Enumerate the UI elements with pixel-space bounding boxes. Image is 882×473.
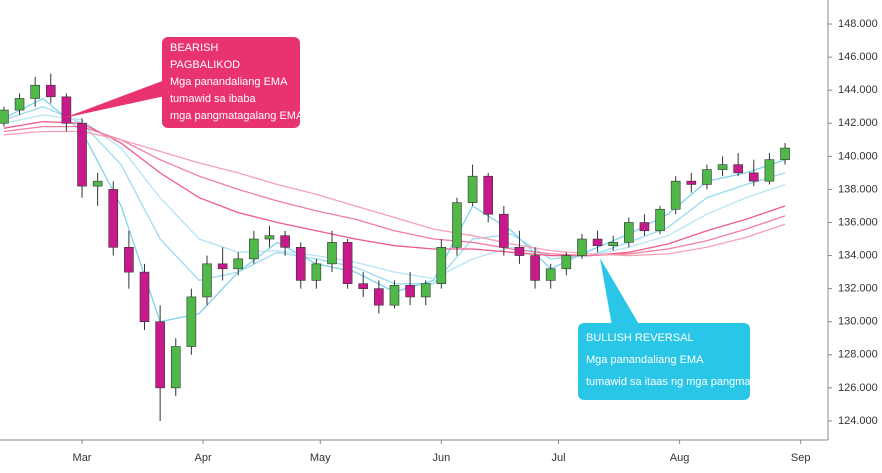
candle-body [14,98,25,111]
candle-body [780,147,790,160]
candle-body [608,242,618,246]
y-tick-label: 130.000 [838,316,878,328]
candle-body [748,172,759,182]
x-tick-label: Jun [432,452,450,464]
bullish-callout: BULLISH REVERSAL Mga panandaliang EMA tuma… [578,258,820,400]
y-tick-label: 134.000 [838,249,878,261]
candle-body [405,285,415,298]
candle-body [655,208,665,232]
candle-body [561,255,572,270]
y-tick-label: 124.000 [838,415,878,427]
candle-body [467,175,478,203]
candle-body [764,159,775,182]
y-tick-label: 142.000 [838,117,878,129]
callout-box [162,37,300,128]
candle-body [108,189,119,248]
x-tick-label: Sep [791,452,811,464]
callout-text: Mga panandaliang EMA [170,76,288,88]
candle-body [514,247,525,256]
candle-body [0,109,9,124]
y-tick-label: 148.000 [838,18,878,30]
y-tick-label: 140.000 [838,150,878,162]
bearish-callout: BEARISH PAGBALIKOD Mga panandaliang EMA tum… [64,37,304,128]
y-tick-label: 146.000 [838,51,878,63]
candle-body [436,247,447,284]
x-tick-label: Jul [551,452,565,464]
candle-body [264,235,275,240]
candle-body [186,296,197,347]
plot [0,73,790,421]
candle-body [327,242,337,265]
candle-body [374,288,384,306]
y-tick-label: 126.000 [838,382,878,394]
ema-line [3,120,786,257]
candle-body [624,222,634,243]
candle-body [717,164,728,170]
candle-body [155,321,165,389]
x-tick-label: Apr [195,452,212,464]
candle-body [483,175,494,215]
candle-body [249,238,259,260]
candle-body [358,283,369,289]
candle-body [545,268,556,281]
candle-body [577,238,587,256]
y-tick-label: 132.000 [838,283,878,295]
candle-body [30,84,40,99]
candle-body [45,84,56,98]
candle-body [499,213,509,248]
candle-body [311,263,322,281]
candle-body [733,164,743,174]
candle-body [530,255,540,281]
x-tick-label: May [310,452,331,464]
candle-body [92,180,103,187]
candle-body [280,235,290,248]
candle-body [170,346,181,389]
candle-body [295,247,306,281]
candle-body [139,271,150,323]
candle-body [124,247,134,273]
candle-body [202,263,212,298]
candle-body [233,258,244,270]
candle-body [639,222,650,232]
ema-line [3,114,786,280]
candle-body [592,238,603,246]
candle-body [61,96,72,124]
candle-body [217,263,228,270]
callout-text: BULLISH REVERSAL [586,332,694,344]
y-tick-label: 138.000 [838,183,878,195]
y-tick-label: 144.000 [838,84,878,96]
ema-line [3,125,786,257]
candle-body [686,180,697,185]
callout-text: Mga panandaliang EMA [586,354,704,366]
callout-text: mga pangmatagalang EMA [170,110,304,122]
candle-body [342,242,353,284]
x-tick-label: Aug [670,452,690,464]
callout-box [578,323,750,400]
ema-line [3,130,786,257]
y-tick-label: 128.000 [838,349,878,361]
callout-text: tumawid sa itaas ng mga pangmatagalang E… [586,376,820,388]
candle-body [77,122,87,187]
callout-text: PAGBALIKOD [170,59,240,71]
callout-text: tumawid sa ibaba [170,93,256,105]
candle-body [389,285,400,306]
candle-body [702,169,712,185]
callout-pointer [64,80,165,118]
candle-body [670,180,681,210]
callout-text: BEARISH [170,42,218,54]
callout-pointer [600,258,640,326]
ema-line [3,106,786,285]
candle-body [452,202,462,248]
candle-body [420,283,431,298]
x-tick-label: Mar [73,452,92,464]
y-tick-label: 136.000 [838,216,878,228]
